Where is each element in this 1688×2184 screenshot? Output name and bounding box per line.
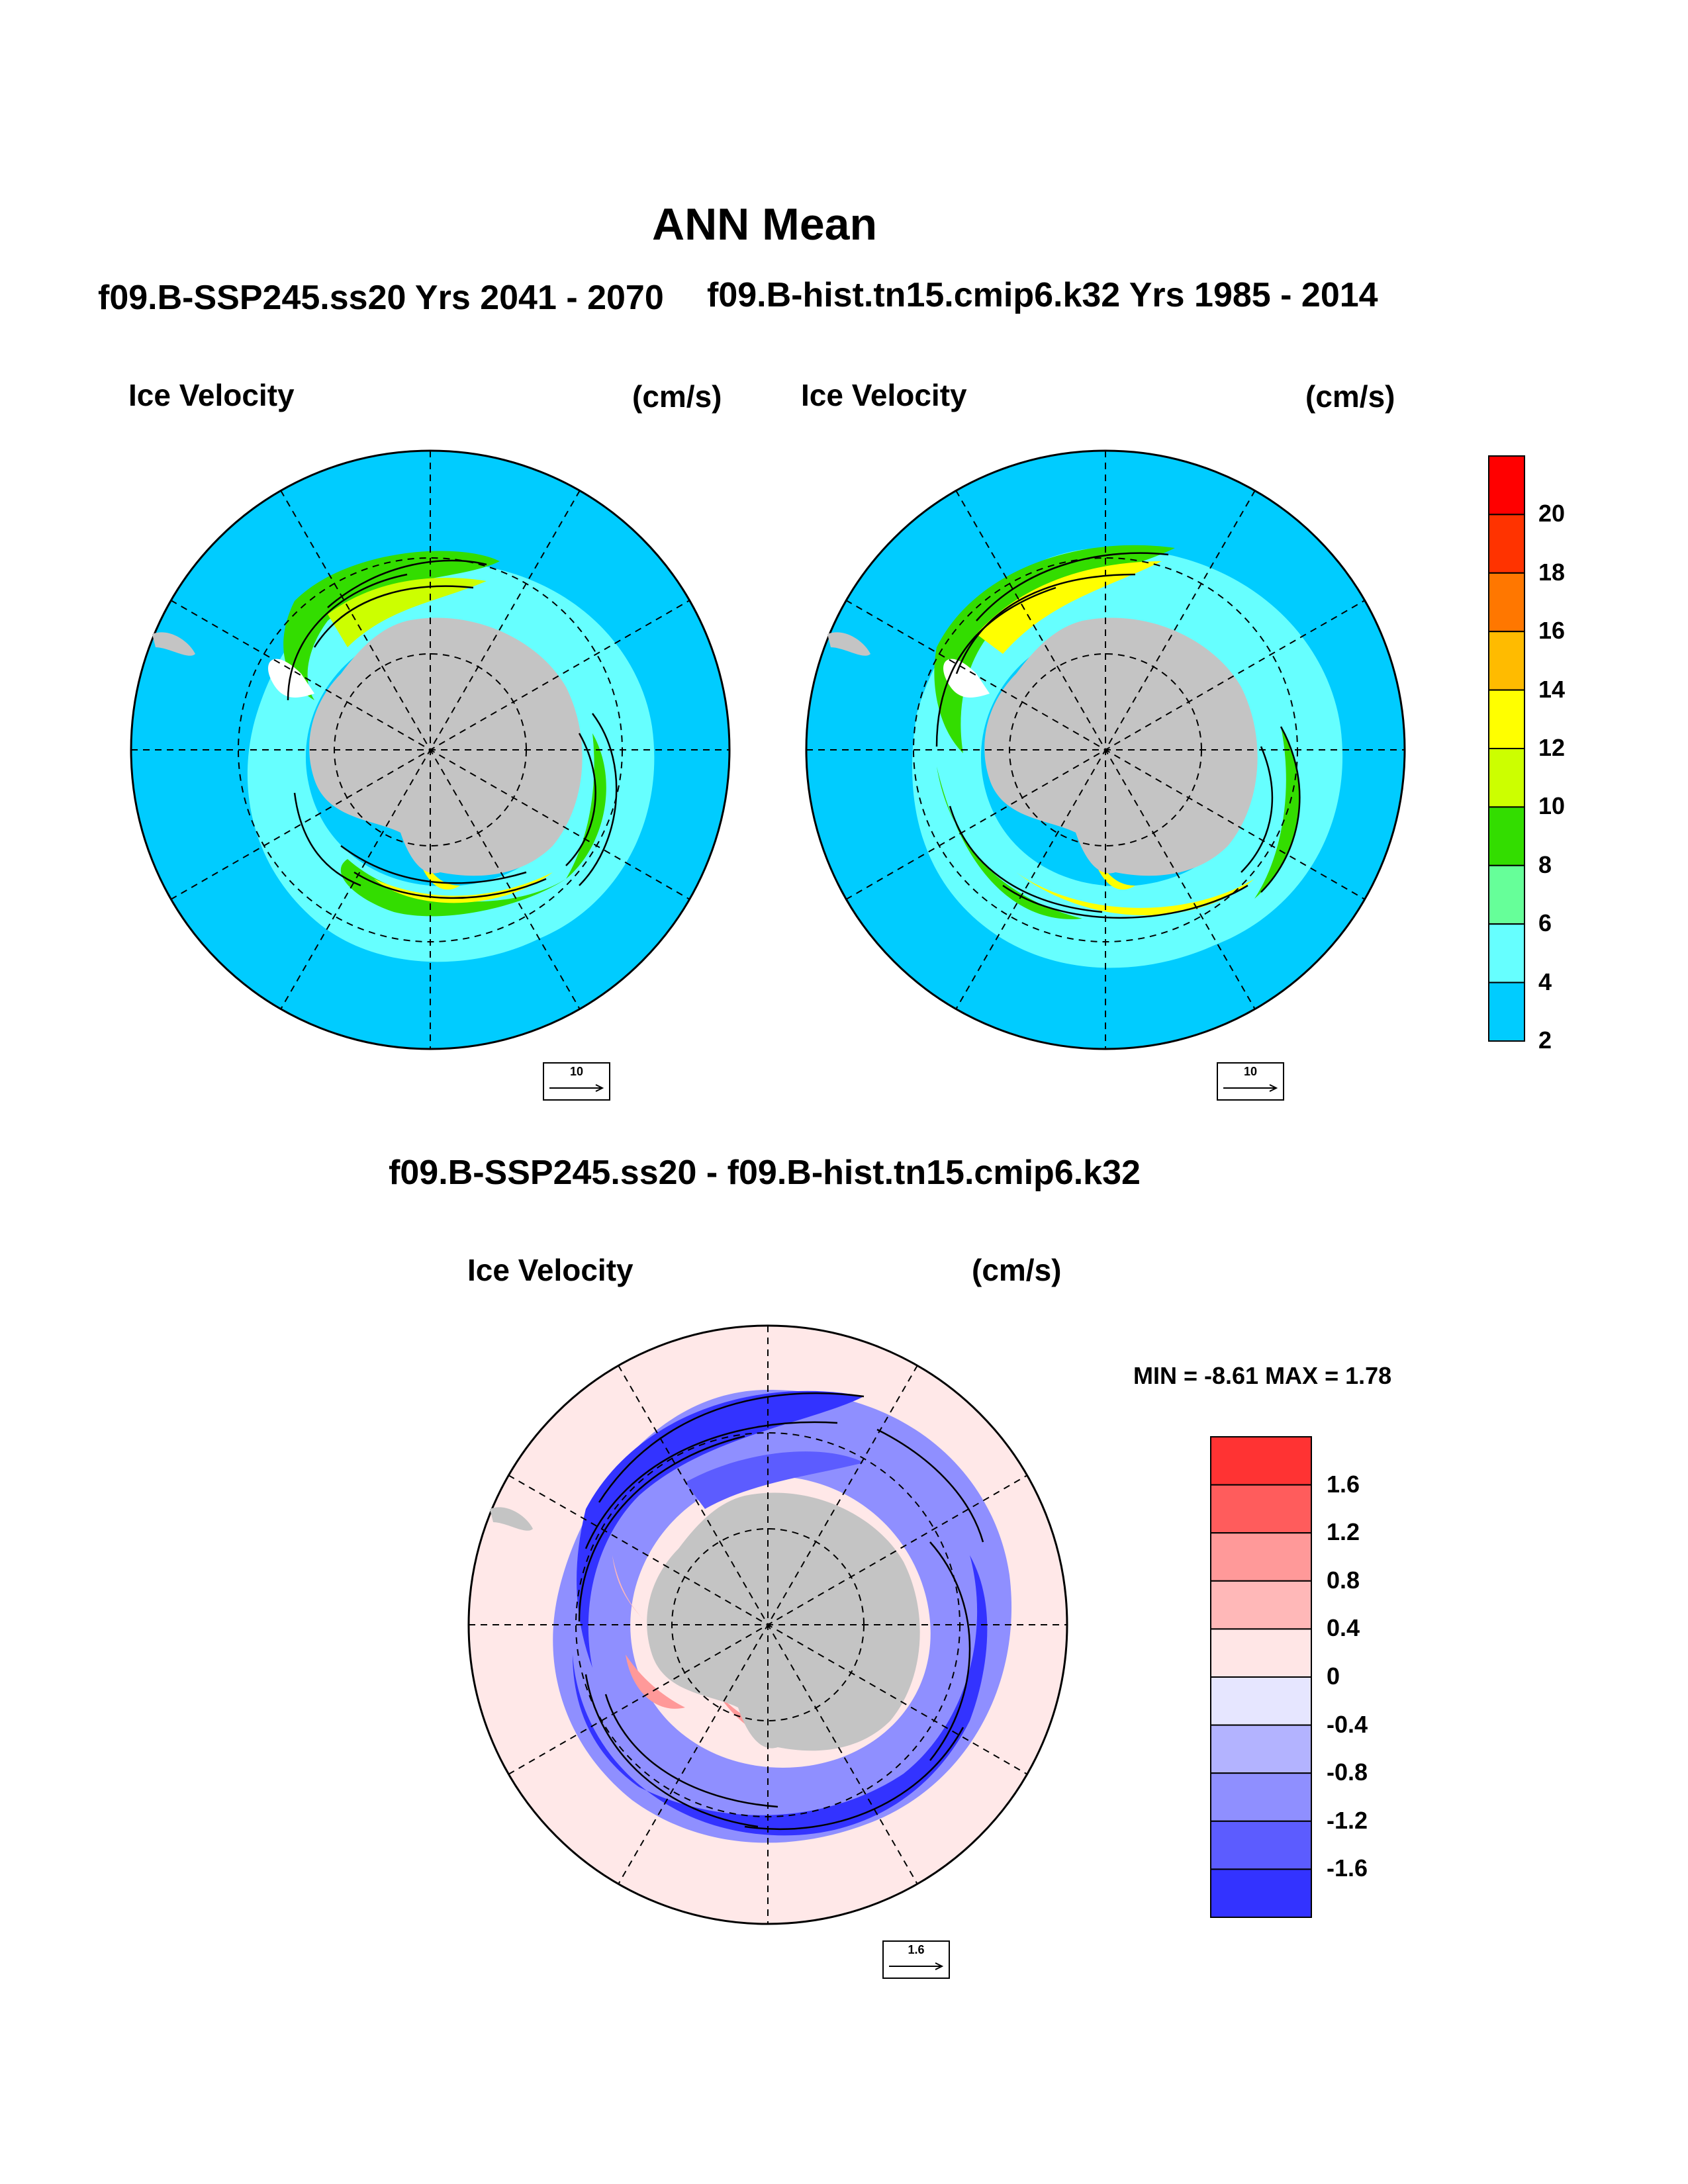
colorbar-label: 18	[1538, 558, 1566, 586]
colorbar-label: 8	[1538, 850, 1552, 878]
colorbar-label: 14	[1538, 675, 1566, 703]
colorbar-swatch	[1488, 864, 1525, 925]
colorbar-swatch	[1210, 1532, 1312, 1582]
map-difference	[467, 1324, 1068, 1925]
map-left	[130, 449, 731, 1050]
reference-vector-left: 10	[543, 1062, 610, 1101]
colorbar-label: 10	[1538, 792, 1566, 820]
variable-label-right: Ice Velocity	[801, 378, 967, 412]
colorbar-swatch	[1210, 1820, 1312, 1870]
colorbar-swatch	[1210, 1676, 1312, 1726]
reference-vector-value: 1.6	[908, 1943, 925, 1956]
colorbar-label: 16	[1538, 617, 1566, 645]
colorbar-label: 4	[1538, 968, 1552, 995]
reference-vector-value: 10	[569, 1065, 584, 1078]
colorbar-label: 6	[1538, 909, 1552, 937]
colorbar-swatch	[1488, 572, 1525, 633]
colorbar-swatch	[1488, 748, 1525, 808]
colorbar-label: 20	[1538, 500, 1566, 527]
colorbar-swatch	[1210, 1580, 1312, 1630]
colorbar-swatch	[1488, 514, 1525, 574]
colorbar-label: 0.8	[1327, 1566, 1360, 1594]
diff-case-title: f09.B-SSP245.ss20 - f09.B-hist.tn15.cmip…	[389, 1154, 1141, 1192]
colorbar-label: 12	[1538, 734, 1566, 761]
colorbar-label: -1.6	[1327, 1854, 1368, 1882]
colorbar-label: 1.6	[1327, 1470, 1360, 1498]
colorbar-label: -0.8	[1327, 1758, 1368, 1786]
colorbar-swatch	[1210, 1724, 1312, 1774]
south-america-land	[152, 632, 195, 656]
colorbar-label: 1.2	[1327, 1518, 1360, 1546]
colorbar-swatch	[1210, 1772, 1312, 1822]
diff-variable-label: Ice Velocity	[467, 1253, 633, 1287]
variable-label-left: Ice Velocity	[128, 378, 295, 412]
antarctica-land	[309, 617, 583, 876]
diff-units-label: (cm/s)	[972, 1253, 1062, 1287]
case-title-left: f09.B-SSP245.ss20 Yrs 2041 - 2070	[98, 279, 664, 317]
min-max-stats: MIN = -8.61 MAX = 1.78	[1133, 1362, 1392, 1389]
colorbar-label: -0.4	[1327, 1710, 1368, 1738]
case-title-right: f09.B-hist.tn15.cmip6.k32 Yrs 1985 - 201…	[707, 276, 1378, 314]
units-label-left: (cm/s)	[632, 379, 722, 414]
reference-vector-right: 10	[1217, 1062, 1284, 1101]
reference-vector-diff: 1.6	[882, 1940, 950, 1979]
colorbar-swatch	[1488, 981, 1525, 1042]
map-right	[805, 449, 1406, 1050]
colorbar-swatch	[1488, 689, 1525, 750]
colorbar-swatch	[1488, 923, 1525, 983]
units-label-right: (cm/s)	[1305, 379, 1395, 414]
speed-colorbar	[1488, 455, 1528, 1048]
colorbar-swatch	[1210, 1628, 1312, 1678]
colorbar-swatch	[1488, 455, 1525, 516]
colorbar-label: 0	[1327, 1662, 1340, 1690]
colorbar-swatch	[1488, 806, 1525, 866]
colorbar-label: 0.4	[1327, 1614, 1360, 1642]
colorbar-label: -1.2	[1327, 1806, 1368, 1834]
colorbar-swatch	[1210, 1484, 1312, 1534]
page-title: ANN Mean	[651, 199, 878, 250]
colorbar-swatch	[1488, 631, 1525, 691]
reference-vector-value: 10	[1243, 1065, 1258, 1078]
colorbar-swatch	[1210, 1868, 1312, 1919]
colorbar-swatch	[1210, 1436, 1312, 1486]
difference-colorbar	[1210, 1436, 1313, 1923]
colorbar-label: 2	[1538, 1026, 1552, 1054]
